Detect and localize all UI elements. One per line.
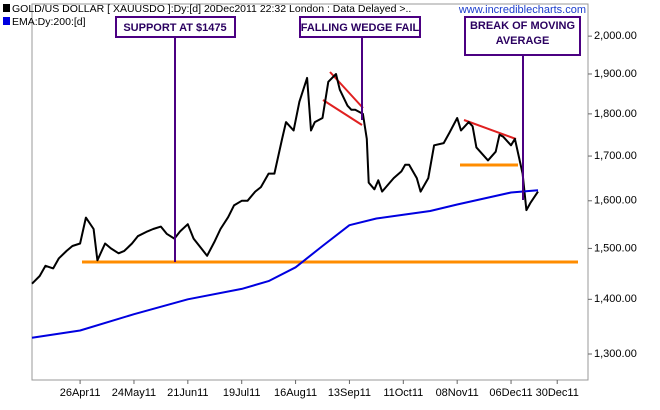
subtitle: 20Dec2011 22:32 London : Data Delayed >.… — [204, 3, 411, 15]
y-tick-label: 1,300.00 — [594, 348, 637, 360]
trend-line — [463, 119, 517, 140]
x-tick-label: 24May11 — [112, 387, 156, 399]
series-line — [31, 189, 539, 339]
annotation-box — [115, 16, 236, 38]
annotation-box — [299, 16, 421, 38]
x-tick-label: 11Oct11 — [383, 387, 423, 399]
x-tick-label: 08Nov11 — [436, 387, 479, 399]
x-tick-label: 19Jul11 — [223, 387, 261, 399]
series-layer — [31, 73, 539, 339]
x-tick-label: 13Sep11 — [328, 387, 371, 399]
x-tick-label: 26Apr11 — [60, 387, 101, 399]
legend-label: GOLD/US DOLLAR [ XAUUSDO ]:Dy:[d] 20Dec2… — [12, 3, 411, 15]
y-tick-label: 1,500.00 — [594, 242, 637, 254]
series-line — [31, 73, 539, 285]
x-tick-label: 16Aug11 — [274, 387, 317, 399]
annotation: FALLING WEDGE FAIL — [301, 22, 420, 34]
legend-series: EMA:Dy:200:[d] — [12, 16, 86, 28]
annotation-box — [464, 16, 581, 56]
legend-swatch — [3, 4, 10, 12]
wedge-line — [322, 99, 363, 126]
x-tick-label: 06Dec11 — [489, 387, 532, 399]
legend-swatch — [3, 17, 10, 25]
y-tick-label: 1,800.00 — [594, 108, 637, 120]
watermark: www.incrediblecharts.com — [458, 4, 586, 16]
x-tick-label: 30Dec11 — [536, 387, 579, 399]
y-tick-label: 2,000.00 — [594, 30, 637, 42]
x-tick-label: 21Jun11 — [167, 387, 208, 399]
legend-series: GOLD/US DOLLAR [ XAUUSDO ]:Dy:[d] — [12, 3, 201, 15]
annotation: BREAK OF MOVING AVERAGE — [469, 20, 576, 47]
wedge-line — [329, 71, 364, 109]
y-tick-label: 1,900.00 — [594, 68, 637, 80]
annotation-wrap: BREAK OF MOVING AVERAGE — [469, 20, 576, 47]
plot-frame — [31, 3, 589, 381]
y-tick-label: 1,600.00 — [594, 195, 637, 207]
annotation: SUPPORT AT $1475 — [123, 22, 226, 34]
y-tick-label: 1,400.00 — [594, 293, 637, 305]
y-tick-label: 1,700.00 — [594, 150, 637, 162]
